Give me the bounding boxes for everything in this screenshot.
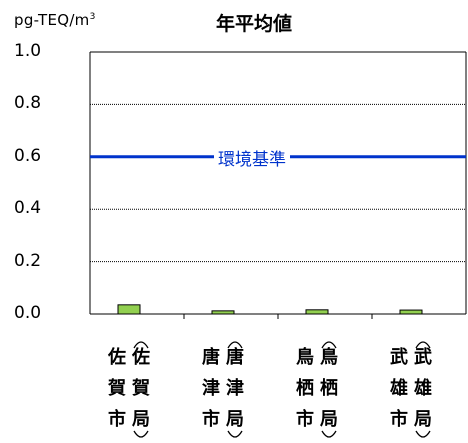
- y-tick-label-0.8: 0.8: [14, 93, 42, 114]
- station-paren-open-0: [133, 341, 149, 349]
- category-station-label-3: 武雄局: [414, 347, 432, 430]
- station-paren-close-3: [415, 430, 431, 438]
- y-tick-label-0.4: 0.4: [14, 198, 42, 219]
- category-city-label-3: 武雄市: [390, 347, 408, 430]
- bar-鳥栖局: [305, 309, 329, 315]
- station-paren-close-2: [321, 430, 337, 438]
- y-tick-label-1.0: 1.0: [14, 41, 42, 61]
- station-paren-open-1: [227, 341, 243, 349]
- category-station-label-1: 唐津局: [226, 347, 244, 430]
- bar-唐津局: [211, 310, 235, 315]
- y-axis-unit-label: pg-TEQ/m3: [14, 11, 96, 29]
- bar-武雄局: [399, 309, 423, 315]
- chart-title: 年平均値: [215, 13, 292, 35]
- category-city-label-1: 唐津市: [202, 347, 220, 430]
- y-tick-label-0.0: 0.0: [14, 303, 42, 323]
- station-paren-close-0: [133, 430, 149, 438]
- category-station-label-2: 鳥栖局: [320, 347, 338, 430]
- category-city-label-0: 佐賀市: [108, 347, 126, 430]
- station-paren-open-2: [321, 341, 337, 349]
- category-city-label-2: 鳥栖市: [296, 347, 314, 430]
- category-station-label-0: 佐賀局: [132, 347, 150, 430]
- station-paren-close-1: [227, 430, 243, 438]
- y-tick-label-0.2: 0.2: [14, 250, 42, 271]
- reference-line-label: 環境基準: [214, 144, 290, 170]
- y-tick-label-0.6: 0.6: [14, 145, 42, 166]
- bar-佐賀局: [117, 304, 141, 315]
- station-paren-open-3: [415, 341, 431, 349]
